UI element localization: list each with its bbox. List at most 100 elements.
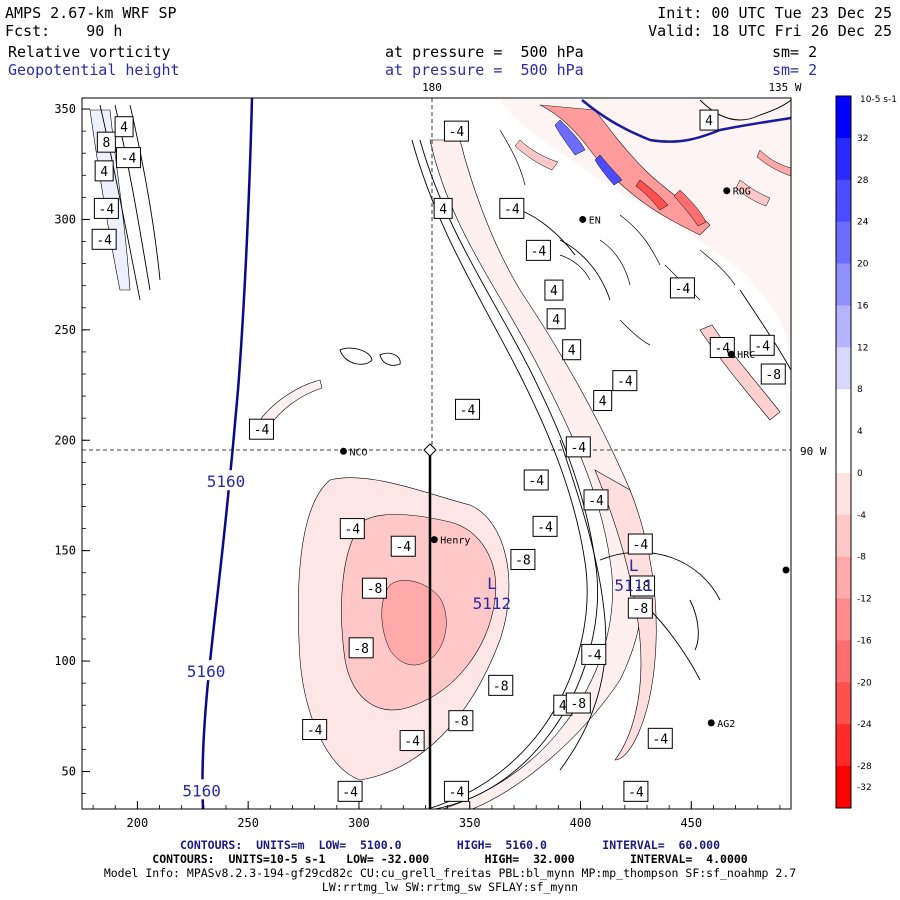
- vorticity-terrain-noise: [499, 104, 791, 346]
- contour-label-text: -4: [344, 523, 360, 538]
- footer-height-contours: CONTOURS: UNITS=m LOW= 5100.0 HIGH= 5160…: [179, 838, 721, 852]
- x-tick-label: 400: [570, 816, 592, 830]
- colorbar-label: -32: [857, 783, 872, 793]
- contour-label: 4: [593, 390, 613, 412]
- contour-label: -4: [443, 120, 469, 142]
- coastline: [581, 99, 791, 143]
- low-value: 5112: [473, 594, 512, 613]
- contour-label: -4: [302, 719, 328, 741]
- contour-label-text: -4: [537, 520, 553, 535]
- contour-label-text: -8: [633, 602, 649, 617]
- contour-label: -8: [448, 710, 474, 732]
- height-contour-label: 5160: [207, 472, 246, 491]
- field1-name: Relative vorticity: [8, 43, 171, 61]
- x-tick-label: 300: [348, 816, 370, 830]
- contour-label-text: -4: [714, 342, 730, 357]
- contour-label-text: -4: [586, 648, 602, 663]
- station-nco: NCO: [339, 447, 368, 458]
- station-dot: [727, 350, 735, 358]
- colorbar-label: 16: [857, 301, 869, 311]
- station-label: HRC: [737, 350, 755, 361]
- contour-label: -8: [361, 577, 387, 599]
- contour-label-text: -4: [342, 785, 358, 800]
- field2-smoothing: sm= 2: [772, 61, 818, 79]
- station-ag2: AG2: [707, 719, 735, 730]
- contour-label-text: -4: [504, 202, 520, 217]
- low-symbol: L: [629, 556, 639, 575]
- contour-label-text: -8: [367, 582, 383, 597]
- contour-label-text: -4: [404, 735, 420, 750]
- contour-label: -8: [760, 363, 786, 385]
- contour-label-text: -4: [254, 423, 270, 438]
- contour-label-text: -4: [395, 540, 411, 555]
- contour-label: 4: [114, 116, 134, 138]
- contour-label: 4: [562, 339, 582, 361]
- colorbar-swatch: [836, 766, 851, 809]
- contour-label-text: -8: [493, 679, 509, 694]
- contour-label-text: -4: [675, 282, 691, 297]
- contour-label-text: -4: [307, 724, 323, 739]
- contour-label: -4: [523, 469, 549, 491]
- field2-name: Geopotential height: [8, 61, 180, 79]
- contour-label: -8: [488, 674, 514, 696]
- contour-label: 4: [433, 197, 453, 219]
- colorbar-label: -8: [857, 553, 866, 563]
- contour-label: -4: [525, 239, 551, 261]
- field1-smoothing: sm= 2: [772, 43, 818, 61]
- station-label: Henry: [440, 536, 470, 547]
- contour-label: -4: [116, 147, 142, 169]
- x-tick-label: 200: [127, 816, 149, 830]
- contour-label-text: -8: [765, 368, 781, 383]
- colorbar-label: -20: [857, 678, 872, 688]
- colorbar-swatch: [836, 347, 851, 390]
- colorbar-label: -28: [857, 762, 872, 772]
- station-dot: [579, 215, 587, 223]
- contour-label: -4: [647, 727, 673, 749]
- contour-label: -4: [669, 277, 695, 299]
- colorbar-label: 8: [857, 385, 863, 395]
- vorticity-contours: [99, 99, 791, 809]
- map-axes: 200 250 300 350 400 450 350 300 250 200 150 100 50: [54, 102, 781, 830]
- contour-label: -4: [583, 489, 609, 511]
- contour-label-text: -8: [453, 715, 469, 730]
- station-dot: [339, 447, 347, 455]
- colorbar-swatch: [836, 682, 851, 725]
- station-label: NCO: [349, 447, 367, 458]
- contour-label: -8: [510, 548, 536, 570]
- colorbar-label: -16: [857, 636, 872, 646]
- colorbar-label: -12: [857, 595, 872, 605]
- colorbar-swatch: [836, 389, 851, 432]
- footer-model-info: Model Info: MPASv8.2.3-194-gf29cd82c CU:…: [103, 866, 797, 880]
- contour-label: -4: [443, 780, 469, 802]
- contour-label: -4: [612, 370, 638, 392]
- height-contour-label: 5160: [187, 662, 226, 681]
- colorbar: 32 28 24 20 16 12 8 4 0 -4 -8 -12 -16 -20 -24 -28 -32: [835, 95, 872, 809]
- contour-label: 4: [544, 279, 564, 301]
- contour-label: -4: [532, 515, 558, 537]
- station-rog: ROG: [723, 187, 751, 198]
- contour-label: -8: [627, 597, 653, 619]
- contour-label-text: -4: [628, 785, 644, 800]
- contour-label-text: -4: [449, 785, 465, 800]
- field1-level: at pressure = 500 hPa: [385, 43, 584, 61]
- contour-label-text: -4: [99, 202, 115, 217]
- contour-label: 4: [546, 308, 566, 330]
- contour-label-text: -4: [531, 244, 547, 259]
- colorbar-label: -24: [857, 720, 872, 730]
- contour-label: -4: [91, 228, 117, 250]
- contour-label: -4: [499, 197, 525, 219]
- colorbar-swatch: [836, 305, 851, 348]
- low-value: 5111: [614, 576, 653, 595]
- contour-label: -8: [565, 692, 591, 714]
- y-tick-label: 50: [62, 764, 76, 778]
- x-tick-label: 250: [237, 816, 259, 830]
- station-hrc: HRC: [727, 350, 755, 361]
- contour-label: -4: [339, 518, 365, 540]
- colorbar-label: 12: [857, 343, 868, 353]
- station-label: AG2: [717, 719, 735, 730]
- colorbar-swatch: [836, 137, 851, 181]
- height-labels: 5160 5160 5160: [175, 470, 253, 800]
- contour-label-text: 4: [568, 344, 576, 359]
- y-tick-label: 100: [54, 654, 76, 668]
